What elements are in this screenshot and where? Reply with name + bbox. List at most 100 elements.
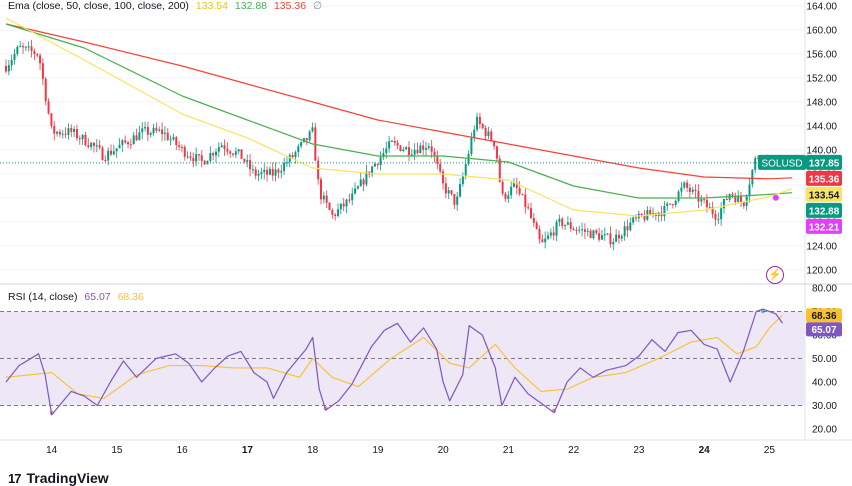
candle-body (487, 131, 490, 137)
rsi-ma-value: 68.36 (117, 291, 144, 303)
candle-body (362, 179, 365, 185)
candle-body (583, 229, 586, 232)
candle-body (56, 131, 59, 134)
rsi-legend-title: RSI (14, close) (8, 291, 78, 303)
candle-body (237, 149, 240, 152)
price-label-box (806, 186, 842, 202)
price-label-box (806, 202, 842, 218)
candle-body (291, 154, 294, 158)
candle-body (64, 133, 67, 135)
candle-body (419, 145, 422, 154)
candle-body (535, 222, 538, 230)
candle-body (334, 214, 337, 216)
candle-body (115, 148, 118, 152)
candle-body (507, 195, 510, 199)
candle-body (217, 147, 220, 152)
price-label: 137.85 (809, 158, 840, 169)
candle-body (495, 146, 498, 159)
candle-body (16, 46, 19, 54)
candle-body (70, 128, 73, 132)
candle-body (183, 147, 186, 157)
candle-body (396, 142, 399, 146)
candle-body (456, 196, 459, 205)
candle-body (617, 234, 620, 239)
candle-body (189, 156, 192, 158)
candle-body (629, 222, 632, 231)
candle-body (180, 146, 183, 148)
rsi-tick-label: 40.00 (812, 378, 837, 389)
candle-body (527, 207, 530, 209)
candle-body (13, 53, 16, 61)
candle-body (754, 158, 757, 170)
candle-body (737, 196, 740, 202)
candle-body (416, 149, 419, 154)
candle-body (433, 151, 436, 157)
time-tick-label: 16 (177, 445, 189, 456)
rsi-tick-label: 50.00 (812, 354, 837, 365)
candle-body (135, 135, 138, 141)
rsi-panel (0, 308, 805, 416)
candle-body (283, 162, 286, 172)
tradingview-logo-icon: 17 (8, 470, 22, 486)
candle-body (285, 162, 288, 164)
candle-body (725, 199, 728, 201)
candle-body (220, 145, 223, 148)
candle-body (427, 146, 430, 148)
candle-body (634, 217, 637, 219)
candle-body (124, 140, 127, 143)
candle-body (481, 124, 484, 128)
candle-body (251, 169, 254, 171)
candle-body (623, 226, 626, 237)
candle-body (521, 193, 524, 195)
candle-body (104, 160, 107, 162)
lightning-icon[interactable]: ⚡ (766, 266, 784, 284)
candle-body (24, 46, 27, 48)
candle-body (532, 217, 535, 223)
candle-body (214, 151, 217, 156)
candle-body (268, 168, 271, 175)
candle-body (322, 195, 325, 200)
candle-body (603, 234, 606, 236)
candle-body (711, 207, 714, 215)
candle-body (572, 228, 575, 230)
candle-body (348, 199, 351, 201)
candle-body (98, 145, 101, 148)
candle-body (697, 191, 700, 202)
candle-body (677, 191, 680, 201)
candle-body (317, 160, 320, 180)
candle-body (246, 160, 249, 162)
candle-body (470, 137, 473, 155)
price-tick-label: 120.00 (806, 266, 837, 277)
price-label: 132.21 (809, 222, 840, 233)
candle-body (90, 142, 93, 148)
candle-body (564, 224, 567, 227)
candle-body (254, 169, 257, 176)
candle-body (490, 131, 493, 141)
price-label-box (806, 218, 842, 234)
candle-body (22, 46, 25, 48)
candle-body (464, 164, 467, 176)
candle-body (266, 169, 269, 175)
candle-body (422, 145, 425, 150)
time-tick-label: 20 (438, 445, 450, 456)
candle-body (399, 145, 402, 151)
candle-body (229, 151, 232, 154)
candle-body (436, 156, 439, 164)
candle-body (569, 222, 572, 229)
price-tick-label: 148.00 (806, 98, 837, 109)
candle-body (212, 152, 215, 156)
candle-body (197, 154, 200, 156)
candle-body (674, 200, 677, 205)
price-emas (0, 17, 805, 217)
price-candles (5, 39, 771, 251)
candle-body (450, 190, 453, 195)
candle-body (101, 147, 104, 161)
candle-body (666, 203, 669, 206)
candle-body (152, 127, 155, 134)
candle-body (58, 131, 61, 135)
candle-body (410, 154, 413, 156)
candle-body (144, 127, 147, 129)
candle-body (297, 146, 300, 153)
tradingview-logo-text: TradingView (26, 470, 109, 486)
